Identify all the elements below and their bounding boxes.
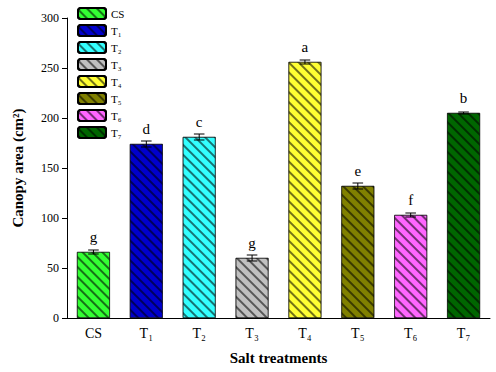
- svg-text:T₆: T₆: [404, 326, 418, 341]
- svg-text:g: g: [248, 235, 256, 251]
- svg-text:g: g: [90, 229, 98, 245]
- svg-text:T₃: T₃: [111, 59, 122, 71]
- svg-text:T₄: T₄: [111, 76, 122, 88]
- svg-text:T₇: T₇: [111, 127, 122, 139]
- svg-text:a: a: [302, 39, 309, 55]
- svg-text:b: b: [460, 90, 468, 106]
- svg-text:T₅: T₅: [351, 326, 365, 341]
- svg-text:T₅: T₅: [111, 93, 122, 105]
- svg-text:T₃: T₃: [245, 326, 259, 341]
- svg-text:Salt treatments: Salt treatments: [230, 350, 328, 366]
- svg-text:100: 100: [41, 211, 59, 225]
- svg-text:e: e: [354, 163, 361, 179]
- svg-text:300: 300: [41, 11, 59, 25]
- svg-text:T₂: T₂: [111, 42, 122, 54]
- svg-text:T₁: T₁: [140, 326, 153, 341]
- svg-text:f: f: [408, 192, 413, 208]
- svg-text:T₄: T₄: [298, 326, 312, 341]
- svg-text:Canopy area (cm²): Canopy area (cm²): [10, 108, 27, 227]
- svg-text:d: d: [143, 121, 151, 137]
- svg-text:T₆: T₆: [111, 110, 122, 122]
- svg-text:200: 200: [41, 111, 59, 125]
- svg-text:CS: CS: [111, 8, 124, 20]
- svg-text:T₇: T₇: [457, 326, 471, 341]
- svg-text:250: 250: [41, 61, 59, 75]
- svg-text:0: 0: [53, 311, 59, 325]
- svg-text:150: 150: [41, 161, 59, 175]
- svg-text:c: c: [196, 114, 203, 130]
- svg-text:50: 50: [47, 261, 59, 275]
- svg-text:T₁: T₁: [111, 25, 122, 37]
- svg-text:T₂: T₂: [192, 326, 206, 341]
- svg-text:CS: CS: [85, 326, 102, 341]
